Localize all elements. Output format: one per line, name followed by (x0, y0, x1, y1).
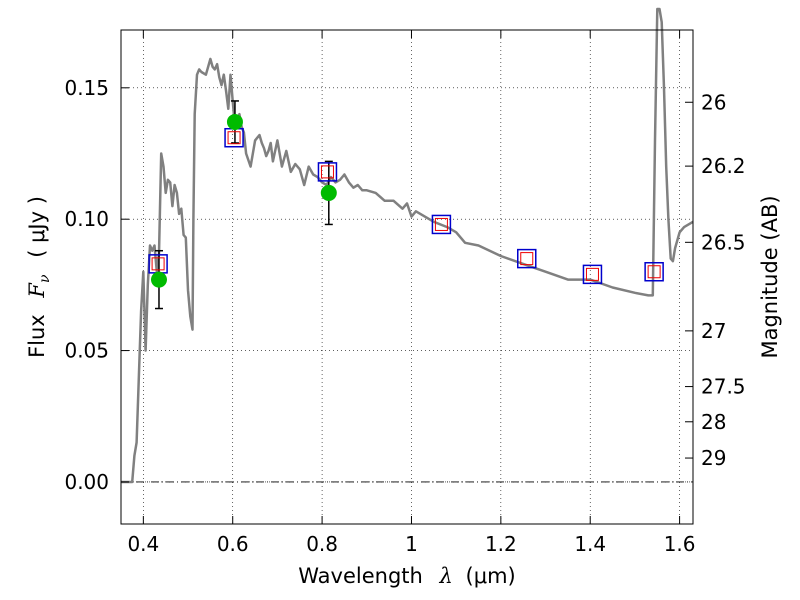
y-tick-label: 0.00 (64, 470, 109, 494)
observed-point (320, 184, 337, 201)
model-photometry-inner (434, 217, 448, 231)
x-tick-label: 0.8 (306, 532, 338, 556)
model-photometry-inner (320, 165, 334, 179)
axis-ticks (121, 30, 693, 524)
y-axis-label: Flux Fν ( μJy ) (25, 196, 54, 358)
x-tick-label: 1.2 (485, 532, 517, 556)
y-axis-label-unit: ( μJy ) (25, 196, 49, 258)
sed-spectrum-layer (121, 7, 694, 484)
y-tick-labels: 0.00 0.05 0.10 0.15 (64, 76, 109, 494)
model-photometry-inner (151, 257, 165, 271)
y2-tick-label: 27.5 (701, 375, 746, 399)
model-photometry-box (517, 248, 537, 269)
y2-tick-label: 26 (701, 90, 726, 114)
y-tick-label: 0.05 (64, 339, 109, 363)
model-photometry-box (317, 162, 338, 182)
y2-tick-label: 29 (701, 446, 726, 470)
y2-tick-label: 26.5 (701, 230, 746, 254)
x-axis-label: Wavelength λ (μm) (298, 564, 515, 588)
x-tick-labels: 0.4 0.6 0.8 1 1.2 1.4 1.6 (127, 532, 695, 556)
y2-axis-label: Magnitude (AB) (758, 195, 782, 358)
observed-point (150, 271, 167, 288)
plot-frame (120, 29, 694, 525)
y-tick-label: 0.15 (64, 76, 109, 100)
y2-tick-label: 27 (701, 319, 726, 343)
y2-tick-labels: 26 26.2 26.5 27 27.5 28 29 (701, 90, 746, 470)
model-photometry-inner (227, 131, 241, 145)
sed-spectrum-line (121, 7, 694, 484)
y-axis-label-prefix: Flux (25, 314, 49, 358)
x-tick-label: 0.6 (217, 532, 249, 556)
y-tick-label: 0.10 (64, 207, 109, 231)
y2-tick-label: 26.2 (701, 154, 746, 178)
model-photometry-box (644, 261, 664, 282)
observed-photometry-layer (150, 113, 337, 288)
y2-tick-label: 28 (701, 410, 726, 434)
plot-background (121, 30, 693, 524)
model-photometry-box (431, 214, 452, 235)
model-photometry-inner (520, 252, 534, 266)
model-photometry-box (582, 264, 603, 285)
model-photometry-inner (647, 265, 661, 279)
x-tick-label: 0.4 (127, 532, 159, 556)
observed-point (226, 113, 243, 130)
x-tick-label: 1 (405, 532, 418, 556)
y-axis-label-symbol: F (25, 282, 49, 299)
x-tick-label: 1.6 (664, 532, 696, 556)
x-axis-label-symbol: λ (439, 564, 453, 588)
y-axis-label-subscript: ν (37, 274, 53, 283)
x-axis-label-unit: (μm) (466, 564, 516, 588)
x-axis-label-prefix: Wavelength (298, 564, 423, 588)
x-tick-label: 1.4 (574, 532, 606, 556)
model-photometry-inner (585, 267, 599, 281)
